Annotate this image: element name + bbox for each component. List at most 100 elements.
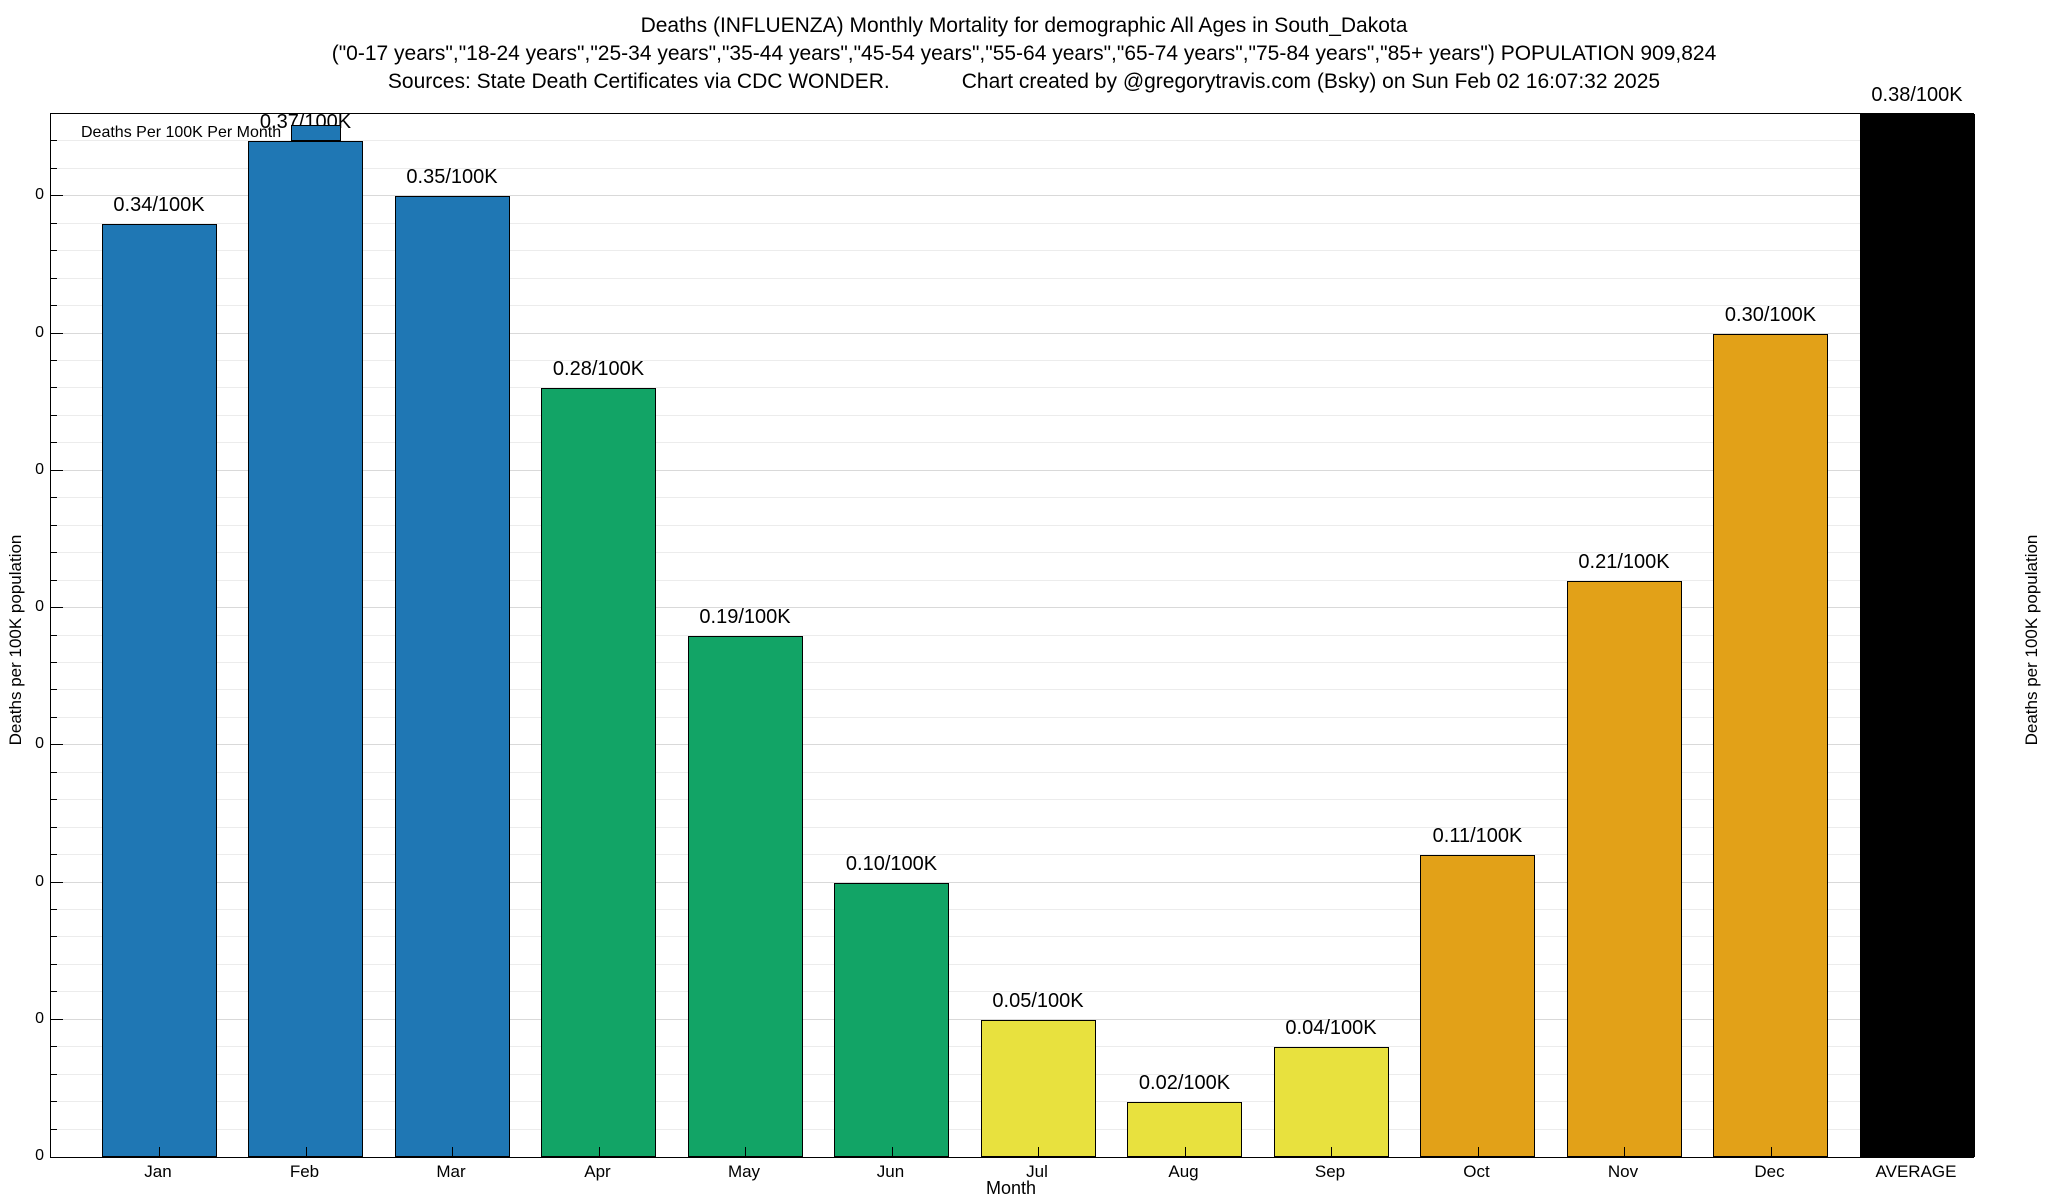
gridline xyxy=(51,1018,1973,1020)
y-tick-mark xyxy=(51,607,63,609)
y-tick-mark xyxy=(51,1018,63,1020)
y-tick-mark xyxy=(51,1128,57,1130)
y-tick-mark xyxy=(51,854,57,856)
gridline xyxy=(51,222,1973,224)
y-tick-mark xyxy=(51,716,57,718)
bar-value-label: 0.02/100K xyxy=(1138,1072,1231,1095)
y-tick-mark xyxy=(1967,414,1973,416)
bar-dec xyxy=(1713,333,1828,1157)
y-tick-label: 0 xyxy=(35,735,44,753)
bar-value-label: 0.35/100K xyxy=(406,166,498,189)
gridline xyxy=(51,881,1973,883)
y-tick-mark xyxy=(51,908,57,910)
y-tick-mark xyxy=(51,222,57,224)
y-tick-mark xyxy=(51,991,57,993)
x-tick-label: Nov xyxy=(1607,1162,1639,1181)
gridline xyxy=(51,826,1973,828)
bar-oct xyxy=(1420,855,1535,1157)
y-tick-mark xyxy=(51,524,57,526)
y-tick-mark xyxy=(51,387,57,389)
x-tick-label: Oct xyxy=(1463,1162,1490,1181)
y-tick-label: 0 xyxy=(35,460,44,478)
x-tick-mark xyxy=(452,1147,453,1157)
gridline xyxy=(51,607,1973,609)
x-tick-label: AVERAGE xyxy=(1875,1162,1957,1181)
y-tick-mark xyxy=(51,634,57,636)
gridline xyxy=(51,634,1973,636)
y-tick-mark xyxy=(51,963,57,965)
bar-average xyxy=(1859,114,1975,1157)
gridline xyxy=(51,936,1973,938)
bar-sep xyxy=(1273,1047,1389,1157)
gridline xyxy=(51,661,1973,663)
bar-value-label: 0.30/100K xyxy=(1724,303,1817,326)
x-axis-label: Month xyxy=(985,1178,1037,1198)
x-tick-label: Sep xyxy=(1314,1162,1346,1181)
y-tick-mark xyxy=(1967,1128,1973,1130)
gridline xyxy=(51,305,1973,307)
x-tick-label: Jan xyxy=(144,1162,172,1181)
x-tick-mark xyxy=(745,1147,746,1157)
y-tick-mark xyxy=(1967,442,1973,444)
y-tick-mark xyxy=(1967,360,1973,362)
y-axis-label-left: Deaths per 100K population xyxy=(6,534,25,746)
gridline xyxy=(51,360,1973,362)
chart-subtitle: ("0-17 years","18-24 years","25-34 years… xyxy=(331,42,1717,65)
bar-value-label: 0.34/100K xyxy=(113,193,205,216)
x-tick-mark xyxy=(1184,1147,1186,1157)
y-tick-mark xyxy=(51,360,57,362)
y-tick-mark xyxy=(1967,552,1973,554)
x-tick-label: May xyxy=(727,1162,761,1181)
gridline xyxy=(51,771,1973,773)
x-tick-label: Aug xyxy=(1168,1162,1199,1181)
x-tick-mark xyxy=(1624,1147,1625,1157)
x-tick-mark xyxy=(1331,1147,1332,1157)
y-tick-mark xyxy=(51,140,57,142)
x-tick-label: Apr xyxy=(584,1162,611,1181)
bar-value-label: 0.28/100K xyxy=(552,358,645,381)
x-tick-mark xyxy=(1917,1147,1918,1157)
legend-swatch-icon xyxy=(291,125,342,141)
y-tick-mark xyxy=(51,305,57,307)
y-tick-mark xyxy=(51,1046,57,1048)
legend: Deaths Per 100K Per Month xyxy=(81,124,342,142)
y-tick-mark xyxy=(1967,799,1973,801)
bar-jun xyxy=(834,882,949,1157)
y-tick-mark xyxy=(1961,881,1973,883)
y-tick-mark xyxy=(1967,140,1973,142)
y-tick-mark xyxy=(1967,936,1973,938)
x-tick-mark xyxy=(1770,1147,1772,1157)
y-tick-mark xyxy=(1967,771,1973,773)
x-tick-mark xyxy=(1477,1147,1479,1157)
y-tick-mark xyxy=(1967,634,1973,636)
y-tick-mark xyxy=(1967,305,1973,307)
y-tick-label: 0 xyxy=(35,323,44,341)
y-tick-mark xyxy=(1967,222,1973,224)
y-tick-mark xyxy=(1967,1101,1973,1103)
y-tick-mark xyxy=(1961,332,1973,334)
y-tick-mark xyxy=(1961,607,1973,609)
gridline xyxy=(51,140,1973,142)
y-tick-mark xyxy=(51,661,57,663)
y-tick-mark xyxy=(1967,524,1973,526)
y-tick-mark xyxy=(51,799,57,801)
gridline xyxy=(51,524,1973,526)
bar-value-label: 0.21/100K xyxy=(1578,550,1670,573)
y-tick-mark xyxy=(51,167,57,169)
chart-title: Deaths (INFLUENZA) Monthly Mortality for… xyxy=(640,14,1408,37)
bar-mar xyxy=(394,196,510,1157)
x-tick-mark xyxy=(305,1147,307,1157)
y-tick-mark xyxy=(1967,963,1973,965)
bar-jul xyxy=(980,1019,1096,1157)
gridline xyxy=(51,799,1973,801)
x-tick-label: Jun xyxy=(876,1162,905,1181)
y-tick-mark xyxy=(51,277,57,279)
gridline xyxy=(51,579,1973,581)
x-tick-mark xyxy=(159,1147,160,1157)
y-tick-label: 0 xyxy=(35,1009,44,1027)
y-tick-mark xyxy=(1967,854,1973,856)
y-tick-mark xyxy=(51,1101,57,1103)
y-tick-mark xyxy=(51,469,63,471)
x-tick-label: Dec xyxy=(1754,1162,1785,1181)
